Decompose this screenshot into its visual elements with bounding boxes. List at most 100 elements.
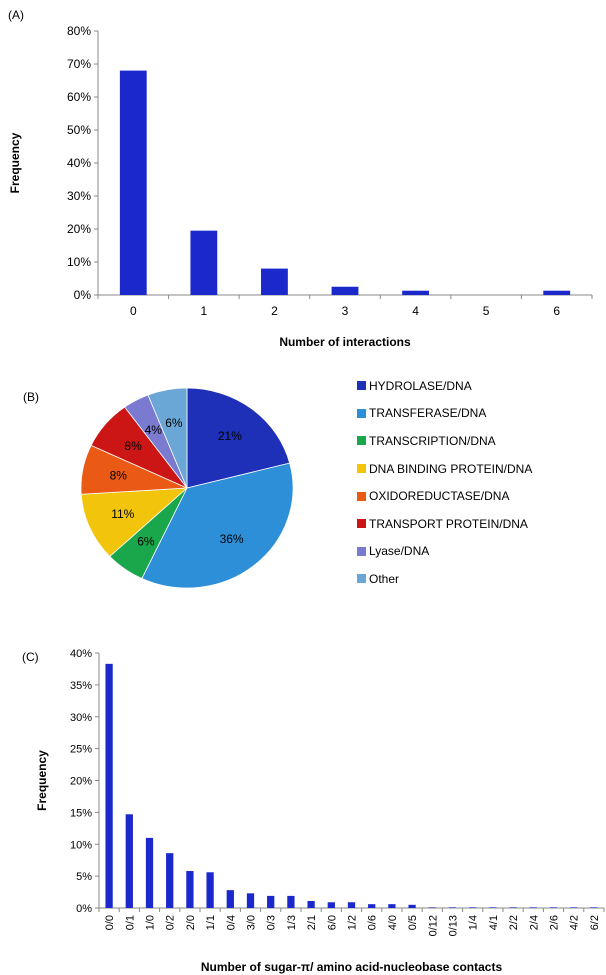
chart2-bar bbox=[489, 907, 497, 908]
chart2-bar bbox=[448, 907, 457, 908]
chart2-bar bbox=[368, 904, 376, 908]
legend-swatch bbox=[357, 436, 366, 446]
chart2-y-axis-title: Frequency bbox=[35, 750, 49, 811]
chart2-x-tick-label: 0/2 bbox=[165, 915, 177, 930]
chart2-x-tick-label: 1/3 bbox=[286, 915, 298, 930]
chart0-y-tick-label: 30% bbox=[67, 189, 91, 203]
panel-a-label: (A) bbox=[8, 8, 24, 22]
legend-label: HYDROLASE/DNA bbox=[369, 378, 472, 393]
chart0-x-tick-label: 2 bbox=[271, 304, 278, 318]
pie-slice bbox=[141, 462, 294, 589]
chart2-x-tick-label: 3/0 bbox=[246, 915, 258, 930]
chart0-y-tick-label: 80% bbox=[67, 24, 91, 38]
legend-label: DNA BINDING PROTEIN/DNA bbox=[369, 461, 533, 476]
chart2-bar bbox=[307, 900, 315, 908]
legend-swatch bbox=[357, 546, 366, 556]
pie-slice-label: 36% bbox=[220, 532, 244, 546]
chart0-y-tick-label: 70% bbox=[67, 57, 91, 71]
chart0-y-tick-label: 20% bbox=[67, 222, 91, 236]
chart2-bar bbox=[186, 871, 194, 908]
chart2-bar bbox=[388, 904, 396, 908]
chart0-x-tick-label: 0 bbox=[130, 304, 137, 318]
panel-c-label: (C) bbox=[22, 650, 39, 664]
chart2-bar bbox=[529, 907, 537, 908]
chart2-x-tick-label: 1/2 bbox=[347, 915, 359, 930]
chart2-bar bbox=[327, 902, 335, 908]
chart0-y-axis-title: Frequency bbox=[8, 132, 22, 193]
chart2-x-tick-label: 4/1 bbox=[488, 915, 500, 930]
chart2-bar bbox=[226, 890, 234, 908]
pie-legend: HYDROLASE/DNA TRANSFERASE/DNA TRANSCRIPTIO… bbox=[357, 372, 532, 593]
chart0-bar bbox=[190, 230, 218, 295]
pie-slice-label: 11% bbox=[111, 507, 134, 521]
chart2-x-tick-label: 0/3 bbox=[266, 915, 278, 930]
chart2-bar bbox=[166, 853, 174, 908]
legend-swatch bbox=[357, 519, 366, 529]
pie-slice-label: 4% bbox=[145, 423, 163, 437]
chart0-bar bbox=[331, 286, 359, 295]
chart2-x-tick-label: 0/12 bbox=[427, 915, 439, 936]
pie-slice bbox=[147, 387, 188, 489]
legend-label: OXIDOREDUCTASE/DNA bbox=[369, 489, 510, 504]
legend-label: TRANSPORT PROTEIN/DNA bbox=[369, 516, 528, 531]
chart0-x-axis-title: Number of interactions bbox=[279, 335, 411, 349]
chart2-x-tick-label: 2/4 bbox=[528, 915, 540, 930]
chart2-x-tick-label: 0/1 bbox=[124, 915, 136, 930]
chart2-x-tick-label: 0/5 bbox=[407, 915, 419, 930]
legend-item: HYDROLASE/DNA bbox=[357, 372, 532, 400]
chart2-bar bbox=[125, 814, 133, 908]
chart2-x-tick-label: 0/13 bbox=[448, 915, 460, 936]
chart2-x-tick-label: 6/2 bbox=[589, 915, 601, 930]
chart2-x-tick-label: 1/4 bbox=[468, 915, 480, 930]
legend-label: TRANSCRIPTION/DNA bbox=[369, 433, 496, 448]
chart2-x-tick-label: 4/2 bbox=[569, 915, 581, 930]
chart0-bar bbox=[119, 70, 147, 295]
panel-b-label: (B) bbox=[23, 390, 39, 404]
legend-item: TRANSCRIPTION/DNA bbox=[357, 427, 532, 455]
pie-slice bbox=[186, 387, 291, 489]
legend-item: OXIDOREDUCTASE/DNA bbox=[357, 482, 532, 510]
chart2-x-tick-label: 2/0 bbox=[185, 915, 197, 930]
legend-swatch bbox=[357, 574, 366, 584]
legend-item: Other bbox=[357, 565, 532, 593]
chart2-bar bbox=[347, 902, 356, 908]
chart0-x-tick-label: 1 bbox=[201, 304, 208, 318]
chart2-y-tick-label: 25% bbox=[70, 744, 92, 756]
chart0-x-tick-label: 6 bbox=[553, 304, 560, 318]
chart0-y-tick-label: 40% bbox=[67, 156, 91, 170]
chart2-x-tick-label: 2/2 bbox=[508, 915, 520, 930]
chart2-y-tick-label: 0% bbox=[76, 903, 92, 915]
legend-swatch bbox=[357, 381, 366, 391]
chart2-y-tick-label: 40% bbox=[70, 648, 92, 660]
chart2-y-tick-label: 5% bbox=[76, 871, 92, 883]
chart0-x-tick-label: 4 bbox=[412, 304, 419, 318]
chart2-x-tick-label: 0/0 bbox=[104, 915, 116, 930]
chart2-x-tick-label: 4/0 bbox=[387, 915, 399, 930]
chart2-y-tick-label: 30% bbox=[70, 712, 92, 724]
chart2-bar bbox=[145, 837, 154, 908]
chart2-x-tick-label: 6/0 bbox=[326, 915, 338, 930]
pie-slice-label: 21% bbox=[218, 429, 242, 443]
legend-swatch bbox=[357, 464, 366, 474]
pie-slice-label: 6% bbox=[137, 534, 155, 548]
chart2-y-tick-label: 20% bbox=[70, 776, 92, 788]
chart2-x-tick-label: 1/0 bbox=[145, 915, 157, 930]
chart2-bar bbox=[206, 872, 214, 908]
chart0-y-tick-label: 0% bbox=[74, 288, 92, 302]
chart2-x-tick-label: 1/1 bbox=[205, 915, 217, 930]
chart2-x-tick-label: 0/4 bbox=[225, 915, 237, 930]
chart2-bar bbox=[469, 907, 477, 908]
chart0-bar bbox=[543, 290, 571, 295]
chart0-y-tick-label: 60% bbox=[67, 90, 91, 104]
chart2-bar bbox=[267, 895, 275, 908]
chart2-x-tick-label: 0/6 bbox=[367, 915, 379, 930]
legend-swatch bbox=[357, 408, 366, 418]
chart2-x-tick-label: 2/1 bbox=[306, 915, 318, 930]
chart2-x-tick-label: 2/6 bbox=[549, 915, 561, 930]
pie-slice-label: 6% bbox=[165, 416, 183, 430]
legend-swatch bbox=[357, 491, 366, 501]
legend-item: Lyase/DNA bbox=[357, 538, 532, 566]
chart2-y-tick-label: 15% bbox=[70, 807, 92, 819]
chart0-x-tick-label: 3 bbox=[342, 304, 349, 318]
